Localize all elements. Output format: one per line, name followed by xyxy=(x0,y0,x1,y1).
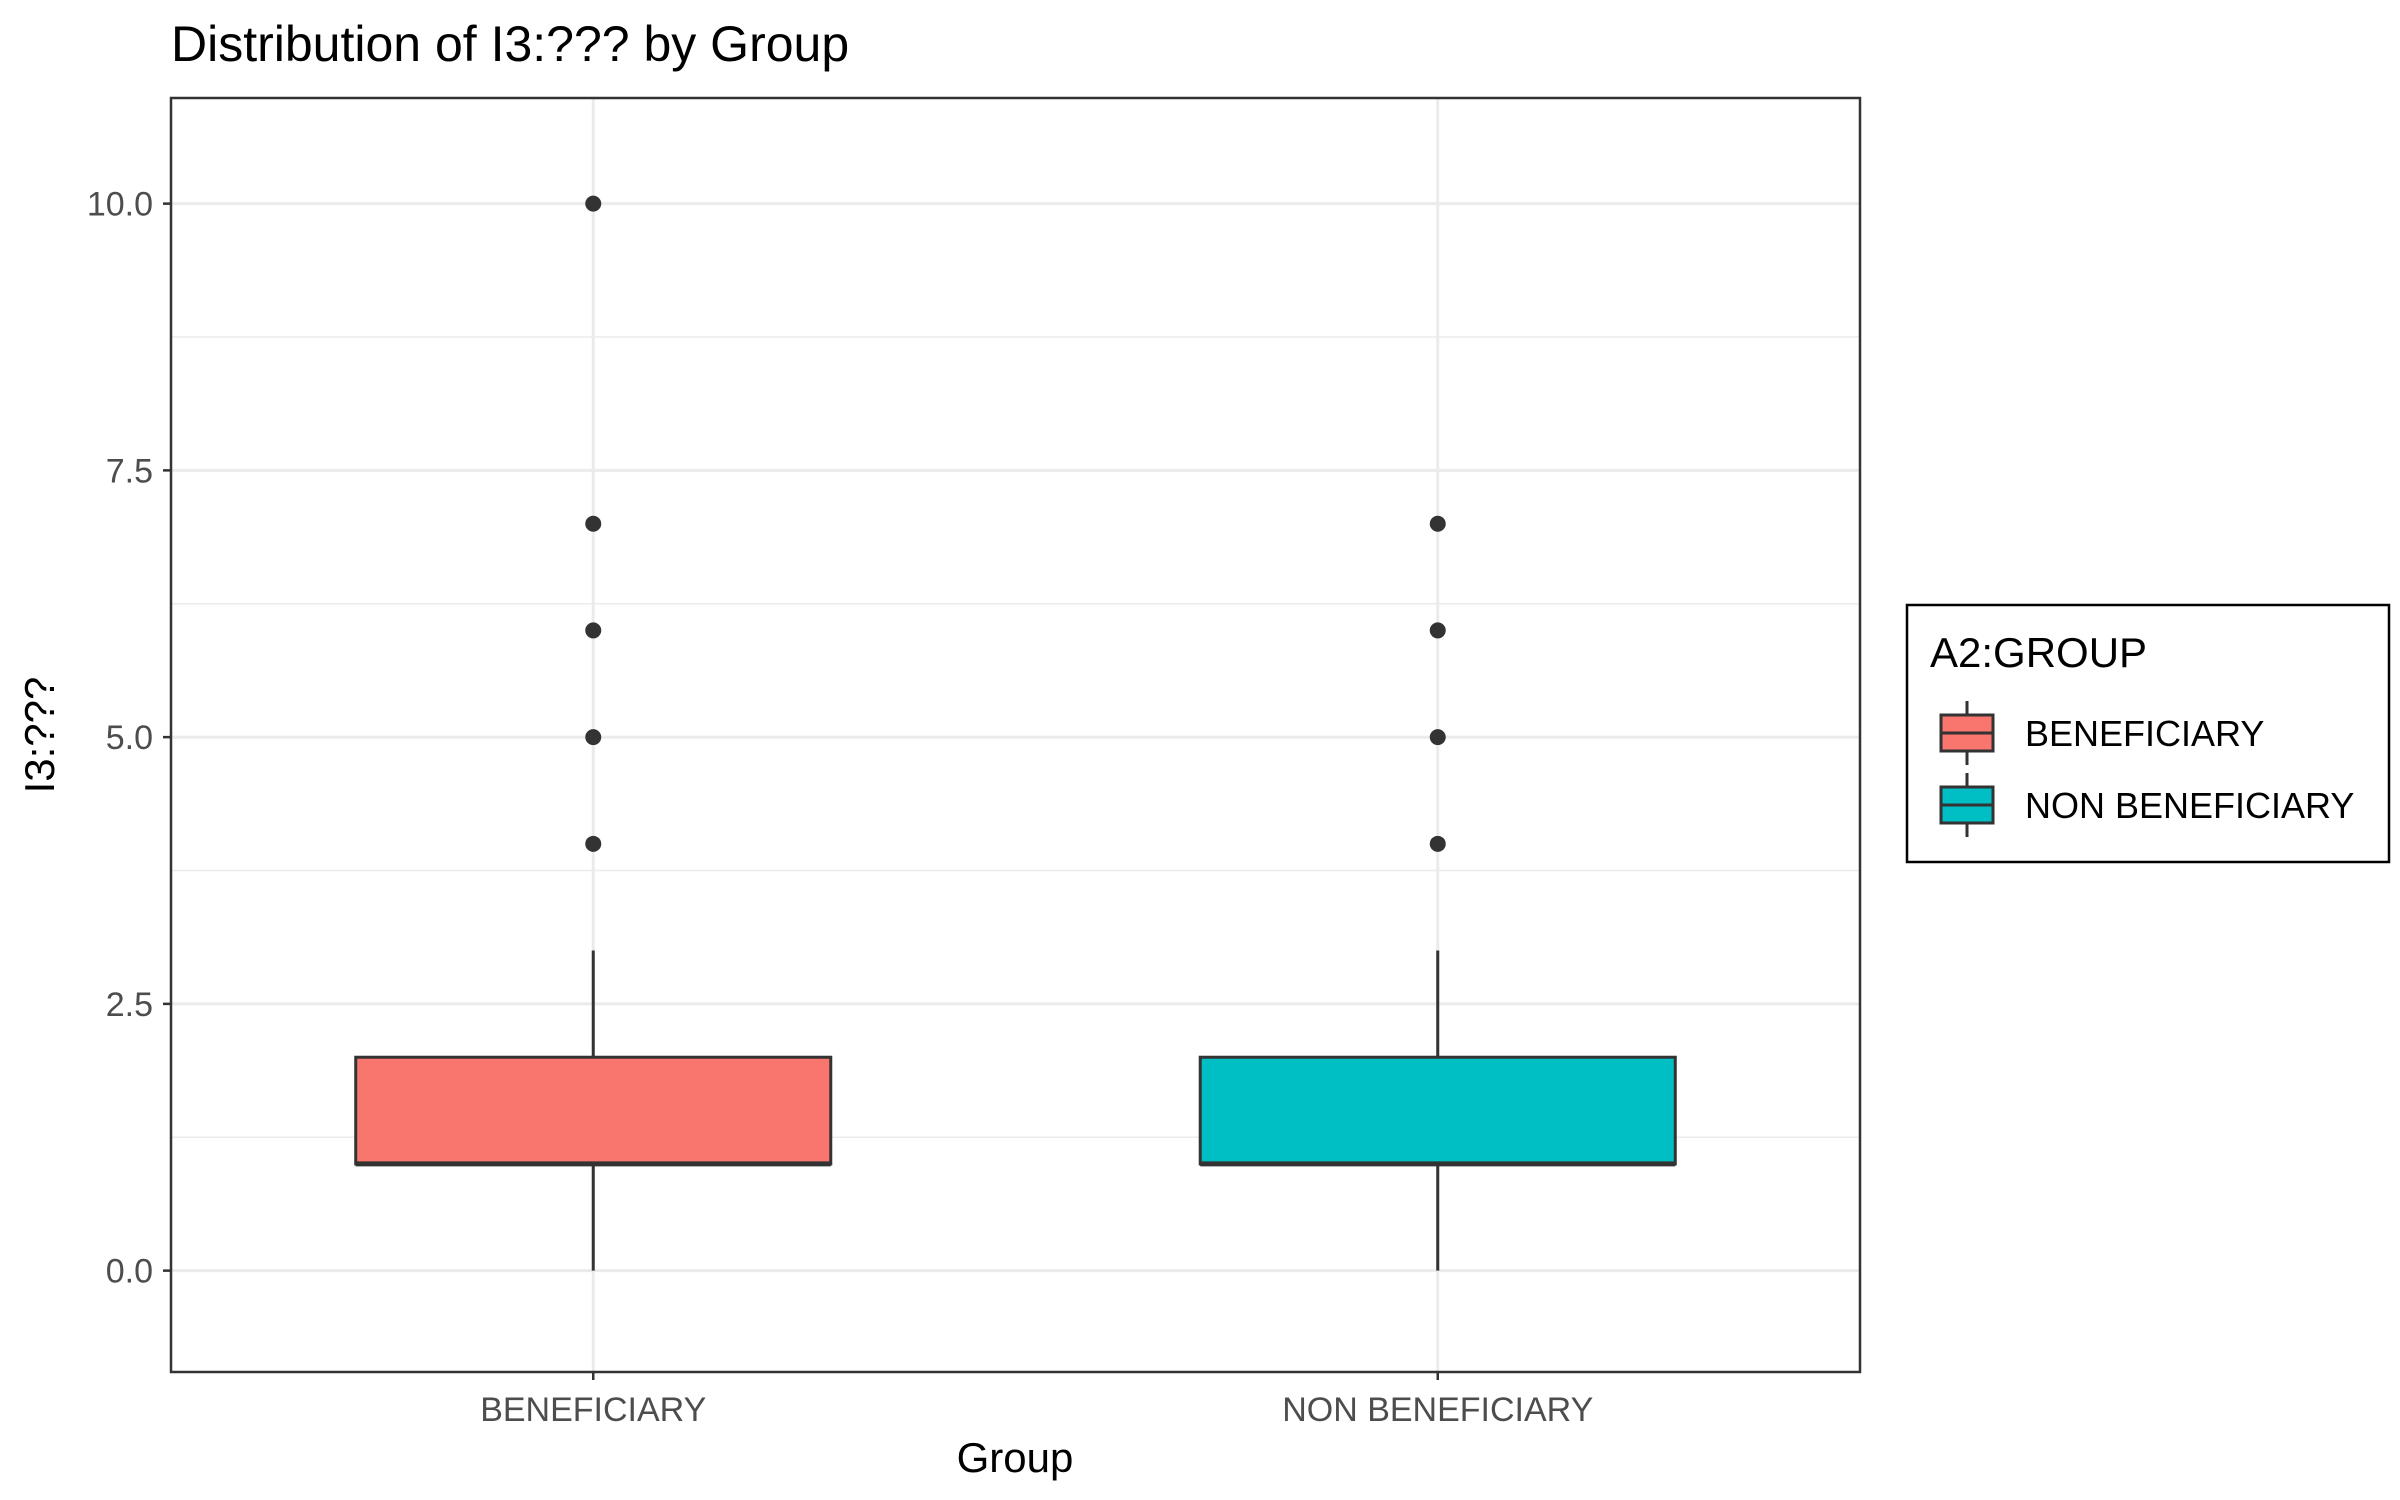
y-tick-label: 7.5 xyxy=(106,452,153,490)
box-plots xyxy=(354,195,1677,1271)
outlier-point xyxy=(585,515,602,532)
outlier-point xyxy=(585,835,602,852)
legend-entries: BENEFICIARY NON BENEFICIARY xyxy=(1939,701,2354,837)
outlier-point xyxy=(585,195,602,212)
legend: A2:GROUP BENEFICIARY NON BENEFICIARY xyxy=(1905,603,2391,864)
legend-entry: BENEFICIARY xyxy=(1939,701,2264,765)
x-tick-label: NON BENEFICIARY xyxy=(1282,1391,1593,1429)
plot-panel xyxy=(169,96,1862,1374)
outlier-point xyxy=(1429,729,1446,746)
legend-label: BENEFICIARY xyxy=(2025,713,2264,754)
panel-background xyxy=(171,98,1860,1372)
legend-label: NON BENEFICIARY xyxy=(2025,785,2354,826)
y-tick-label: 2.5 xyxy=(106,986,153,1024)
box-body xyxy=(1198,1055,1677,1166)
legend-entry: NON BENEFICIARY xyxy=(1939,773,2354,837)
outlier-point xyxy=(585,622,602,639)
y-tick-label: 0.0 xyxy=(106,1253,153,1291)
x-axis-title: Group xyxy=(957,1434,1074,1481)
x-tick-label: BENEFICIARY xyxy=(480,1391,706,1429)
outlier-point xyxy=(1429,515,1446,532)
y-tick-label: 10.0 xyxy=(87,186,153,224)
box-non-beneficiary xyxy=(1198,515,1677,1271)
outlier-point xyxy=(1429,622,1446,639)
box-body xyxy=(354,1055,833,1166)
x-axis-ticks: BENEFICIARY NON BENEFICIARY xyxy=(480,1372,1593,1429)
y-axis-ticks: 0.0 2.5 5.0 7.5 10.0 xyxy=(87,186,171,1291)
outlier-point xyxy=(585,729,602,746)
y-axis-title: I3:??? xyxy=(16,677,63,794)
box-beneficiary xyxy=(354,195,833,1271)
y-tick-label: 5.0 xyxy=(106,719,153,757)
outlier-point xyxy=(1429,835,1446,852)
panel-border xyxy=(169,96,1862,1374)
chart-title: Distribution of I3:??? by Group xyxy=(171,16,849,72)
legend-title: A2:GROUP xyxy=(1930,629,2147,676)
